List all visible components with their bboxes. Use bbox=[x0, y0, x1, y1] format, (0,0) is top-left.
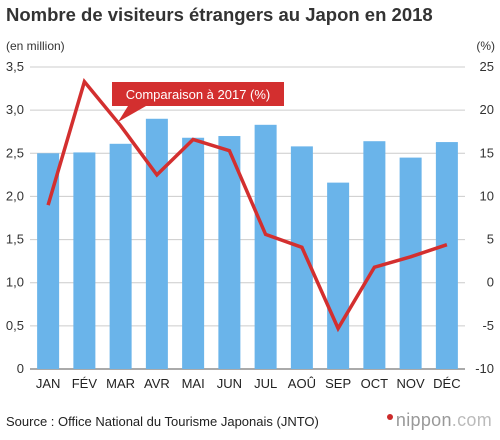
right-tick-label: 20 bbox=[480, 102, 494, 117]
category-label: JUN bbox=[217, 376, 242, 391]
left-tick-label: 1,5 bbox=[6, 232, 24, 247]
brand-domain: .com bbox=[451, 410, 492, 430]
right-tick-label: -5 bbox=[482, 318, 494, 333]
left-axis: 0 0,5 1,0 1,5 2,0 2,5 3,0 3,5 bbox=[6, 59, 24, 376]
left-tick-label: 1,0 bbox=[6, 275, 24, 290]
right-axis: -10 -5 0 5 10 15 20 25 bbox=[475, 59, 494, 376]
callout-pointer bbox=[118, 106, 146, 122]
left-axis-unit: (en million) bbox=[6, 39, 65, 53]
right-axis-unit: (%) bbox=[476, 39, 495, 53]
brand-logo: nippon.com bbox=[386, 410, 492, 431]
chart-title: Nombre de visiteurs étrangers au Japon e… bbox=[6, 4, 433, 25]
line-series-path bbox=[46, 78, 448, 333]
bar-series bbox=[37, 118, 458, 370]
bar bbox=[254, 124, 277, 369]
x-axis: JAN FÉV MAR AVR MAI JUN JUL AOÛ SEP OCT NOV DÉC bbox=[36, 376, 461, 391]
bar bbox=[218, 136, 241, 369]
callout-label: Comparaison à 2017 (%) bbox=[126, 87, 271, 102]
bar bbox=[109, 143, 132, 369]
category-label: DÉC bbox=[433, 376, 460, 391]
bar bbox=[37, 153, 60, 369]
brand-name: nippon bbox=[395, 410, 452, 430]
bar bbox=[435, 142, 458, 369]
category-label: OCT bbox=[361, 376, 389, 391]
right-tick-label: 15 bbox=[480, 145, 494, 160]
right-tick-label: 5 bbox=[487, 232, 494, 247]
category-label: JUL bbox=[254, 376, 277, 391]
left-tick-label: 3,5 bbox=[6, 59, 24, 74]
left-tick-label: 0 bbox=[17, 361, 24, 376]
bar bbox=[327, 182, 350, 369]
category-label: JAN bbox=[36, 376, 61, 391]
left-tick-label: 2,0 bbox=[6, 188, 24, 203]
category-label: AVR bbox=[144, 376, 170, 391]
category-label: NOV bbox=[397, 376, 426, 391]
bar bbox=[73, 152, 96, 369]
legend-callout: Comparaison à 2017 (%) bbox=[112, 82, 284, 122]
right-tick-label: -10 bbox=[475, 361, 494, 376]
callout-box bbox=[112, 82, 284, 106]
source-note: Source : Office National du Tourisme Jap… bbox=[6, 414, 319, 429]
category-label: AOÛ bbox=[288, 376, 316, 391]
right-tick-label: 0 bbox=[487, 275, 494, 290]
bar bbox=[182, 137, 205, 369]
bar bbox=[399, 157, 422, 369]
category-label: MAR bbox=[106, 376, 135, 391]
left-tick-label: 2,5 bbox=[6, 145, 24, 160]
line-series bbox=[46, 78, 448, 333]
bar bbox=[145, 118, 168, 370]
category-label: SEP bbox=[325, 376, 351, 391]
right-tick-label: 25 bbox=[480, 59, 494, 74]
bar bbox=[290, 146, 313, 369]
right-tick-label: 10 bbox=[480, 188, 494, 203]
category-label: FÉV bbox=[72, 376, 98, 391]
left-tick-label: 3,0 bbox=[6, 102, 24, 117]
category-label: MAI bbox=[182, 376, 205, 391]
bar bbox=[363, 141, 386, 369]
left-tick-label: 0,5 bbox=[6, 318, 24, 333]
brand-dot-icon bbox=[386, 414, 393, 420]
